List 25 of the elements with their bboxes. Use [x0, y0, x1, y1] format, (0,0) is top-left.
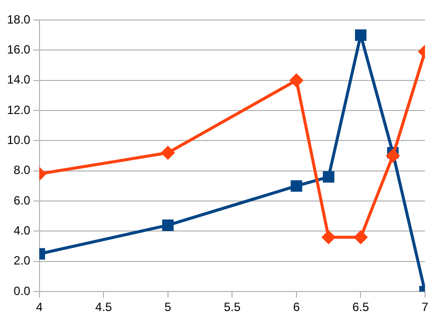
y-tick-label: 16.0: [6, 42, 31, 56]
y-tick-label: 4.0: [14, 224, 31, 238]
point: [162, 219, 174, 231]
x-tick-label: 5: [164, 300, 172, 314]
y-tick-label: 14.0: [6, 72, 31, 87]
point: [290, 180, 302, 192]
y-tick-label: 8.0: [14, 163, 31, 178]
y-tick-label: 18.0: [6, 12, 31, 26]
point: [290, 74, 303, 87]
y-tick-label: 10.0: [6, 133, 31, 148]
point: [386, 149, 400, 162]
y-tick-label: 2.0: [14, 254, 31, 268]
x-tick-label: 7: [422, 300, 429, 314]
y-tick-label: 0.0: [14, 284, 31, 298]
x-tick-label: 5.5: [224, 300, 241, 314]
y-tick-label: 12.0: [6, 102, 31, 117]
x-tick-label: 4: [36, 300, 44, 314]
x-tick-label: 6: [293, 300, 300, 314]
point: [322, 230, 336, 244]
x-tick-label: 6.5: [352, 300, 370, 314]
x-tick-label: 4.5: [95, 300, 112, 314]
point: [322, 171, 334, 183]
point: [354, 29, 366, 41]
point: [354, 230, 368, 244]
y-tick-label: 6.0: [14, 193, 31, 208]
